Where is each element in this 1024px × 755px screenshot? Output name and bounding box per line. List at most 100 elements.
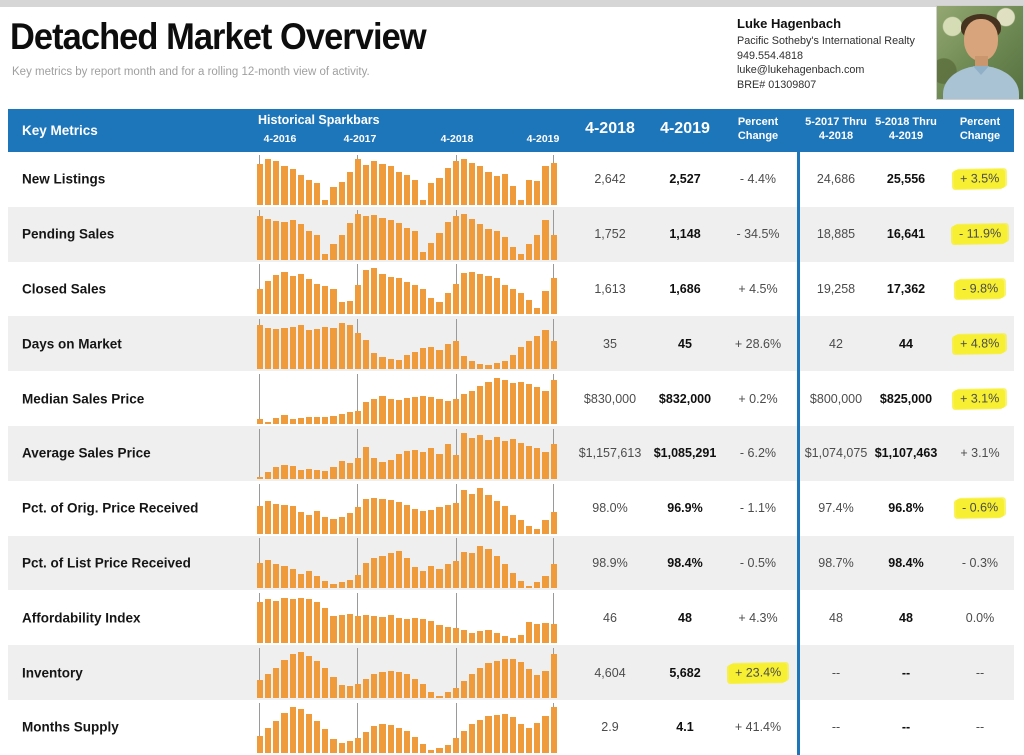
spark-bar	[314, 602, 321, 644]
spark-bar	[501, 636, 508, 644]
spark-bar	[257, 602, 264, 644]
spark-bar	[314, 329, 321, 370]
spark-bar	[346, 740, 353, 753]
spark-bar	[444, 744, 451, 753]
spark-bar	[395, 171, 402, 205]
spark-bar	[403, 558, 410, 589]
spark-bar	[265, 500, 272, 534]
spark-bar	[305, 713, 313, 753]
spark-bar	[534, 447, 541, 479]
table-row: Pct. of List Price Received 98.9% 98.4% …	[8, 535, 1014, 591]
spark-bar	[338, 742, 345, 753]
spark-gridline	[357, 373, 358, 424]
spark-bar	[273, 417, 280, 424]
value-month-percent-change: + 0.2%	[738, 391, 778, 406]
spark-bar	[436, 350, 443, 370]
spark-bar	[395, 222, 402, 260]
spark-bar	[501, 713, 508, 753]
spark-bar	[477, 487, 484, 534]
spark-bar	[371, 398, 378, 424]
spark-bar	[387, 724, 394, 753]
spark-bar	[526, 445, 533, 479]
spark-bar	[403, 282, 410, 315]
value-month-curr: $1,085,291	[653, 446, 717, 461]
spark-bar	[501, 285, 508, 315]
spark-bar	[297, 574, 304, 589]
spark-bar	[436, 177, 443, 205]
spark-bar	[363, 270, 370, 315]
spark-bar	[379, 163, 386, 205]
spark-bar	[346, 685, 353, 698]
spark-bar	[542, 291, 549, 315]
spark-bar	[314, 469, 321, 479]
spark-bar	[477, 546, 484, 589]
spark-bar	[501, 658, 508, 698]
spark-bar	[436, 302, 443, 315]
value-month-prev: $830,000	[583, 391, 637, 406]
spark-bar	[542, 623, 549, 644]
spark-bar	[526, 383, 533, 424]
spark-bar	[452, 628, 459, 644]
spark-bar	[354, 737, 362, 753]
spark-bar	[265, 158, 272, 205]
spark-bar	[379, 357, 386, 370]
spark-bar	[436, 625, 443, 644]
spark-bar	[444, 627, 451, 644]
table-row: Closed Sales 1,613 1,686 + 4.5% 19,258 1…	[8, 261, 1014, 317]
spark-bar	[485, 494, 492, 534]
spark-bar	[501, 361, 508, 370]
spark-bar	[509, 716, 516, 753]
spark-bar	[281, 598, 288, 644]
table-row: Months Supply 2.9 4.1 + 41.4% -- -- --	[8, 699, 1014, 755]
spark-bar	[314, 416, 321, 424]
spark-bar	[346, 411, 353, 424]
value-rolling-percent-change: - 0.6%	[938, 498, 1022, 519]
spark-bar	[281, 712, 288, 753]
spark-bar	[289, 418, 296, 424]
spark-bar	[379, 723, 386, 753]
spark-bar	[273, 601, 280, 644]
value-rolling-curr: 16,641	[886, 227, 926, 242]
value-rolling-percent-change: - 0.3%	[961, 555, 999, 570]
spark-bar	[444, 691, 451, 698]
value-rolling-prev: --	[831, 720, 841, 735]
spark-bar	[534, 234, 541, 260]
spark-bar	[509, 438, 516, 479]
spark-bar	[493, 175, 500, 205]
spark-bar	[281, 464, 288, 479]
spark-bar	[420, 510, 427, 534]
spark-bar	[379, 498, 386, 534]
spark-bars-group	[257, 593, 557, 644]
value-month-percent-change: - 4.4%	[739, 172, 777, 187]
spark-bar	[322, 667, 329, 698]
spark-bar	[338, 684, 345, 698]
spark-bar	[518, 661, 525, 698]
spark-bars-group	[257, 319, 557, 370]
spark-bar	[436, 569, 443, 589]
highlight-marker: - 11.9%	[952, 224, 1008, 245]
spark-bar	[428, 447, 435, 479]
spark-bar	[469, 437, 476, 479]
spark-bar	[526, 341, 533, 370]
header-col-rolling-curr: 5-2018 Thru 4-2019	[860, 116, 952, 143]
spark-bar	[485, 381, 492, 424]
header-rolling-percent-line1: Percent	[959, 116, 1001, 128]
value-month-prev: 35	[603, 336, 617, 351]
spark-bar	[411, 179, 419, 205]
spark-bar	[305, 230, 313, 260]
spark-bar	[493, 660, 500, 698]
spark-bar	[550, 624, 557, 644]
spark-bar	[257, 163, 264, 205]
spark-bar	[354, 213, 362, 260]
spark-bar	[281, 659, 288, 698]
spark-bar	[509, 246, 516, 260]
spark-bar	[452, 398, 459, 424]
spark-bar	[403, 227, 410, 260]
value-month-curr: 5,682	[669, 665, 701, 680]
spark-bar	[428, 396, 435, 424]
spark-gridline	[357, 647, 358, 698]
spark-bar	[314, 284, 321, 315]
spark-bar	[273, 667, 280, 698]
spark-bar	[265, 281, 272, 315]
spark-bar	[395, 551, 402, 589]
